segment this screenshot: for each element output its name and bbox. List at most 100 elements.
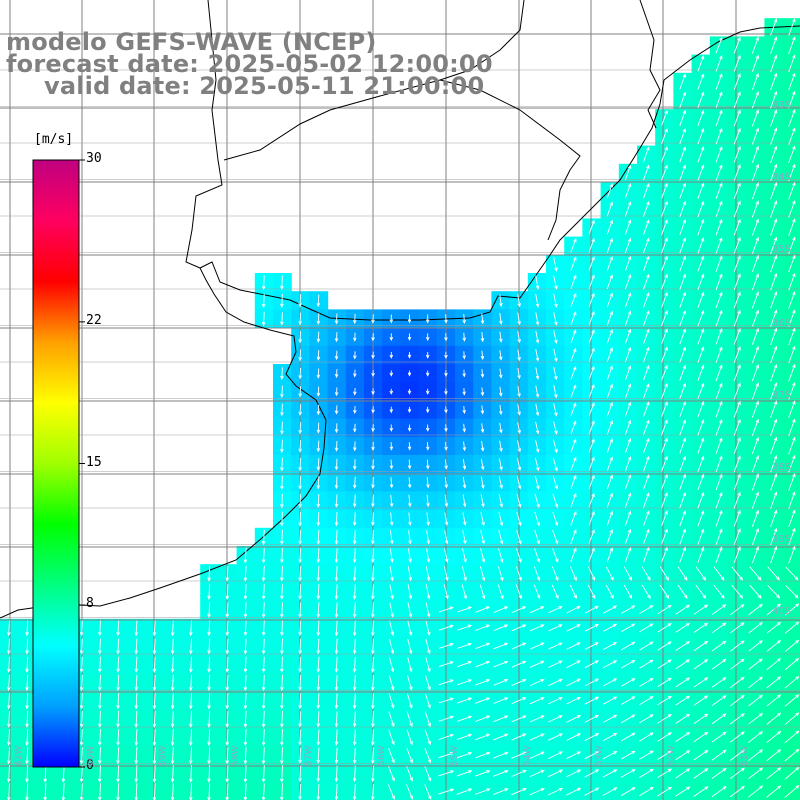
wind-arrow [715,473,723,491]
wind-arrow [456,733,473,741]
wind-arrow [661,455,668,472]
wind-arrow [334,387,339,397]
wind-arrow [624,401,632,417]
wind-arrow [695,566,707,581]
wind-arrow [334,602,339,619]
wind-arrow [134,729,138,747]
wind-arrow [462,369,466,378]
latitude-label: 40S [772,606,792,617]
wind-arrow [751,291,759,309]
wind-arrow [189,638,193,655]
wind-arrow [407,406,412,414]
wind-arrow [426,459,430,470]
wind-arrow [438,752,455,759]
wind-arrow [566,678,581,687]
wind-arrow [569,584,577,600]
wind-arrow [569,566,577,581]
wind-arrow [425,370,430,377]
wind-arrow [606,183,614,199]
wind-arrow [316,693,321,710]
wind-arrow [570,529,577,544]
wind-arrow [462,548,467,563]
wind-arrow [784,639,800,653]
wind-arrow [170,674,175,692]
wind-arrow [639,677,654,687]
wind-arrow [751,509,759,527]
wind-arrow [207,584,211,600]
wind-arrow [675,713,691,724]
wind-arrow [788,309,796,327]
wind-arrow [407,370,412,377]
wind-arrow [661,310,668,326]
wind-arrow [715,455,723,472]
wind-arrow [207,729,211,747]
wind-arrow [462,512,467,527]
wind-arrow [788,272,796,291]
wind-arrow [530,624,545,632]
wind-arrow [788,236,796,255]
model-title: modelo GEFS-WAVE (NCEP) [6,28,377,56]
wind-arrow [152,765,157,783]
wind-arrow [298,747,302,765]
wind-arrow [261,584,266,600]
wind-arrow [552,530,559,545]
wind-arrow [371,351,375,360]
wind-arrow [679,255,686,272]
wind-arrow [134,765,138,783]
wind-arrow [461,566,467,582]
wind-arrow [624,510,632,526]
wind-arrow [788,291,796,309]
wind-arrow [751,145,759,163]
wind-arrow [784,621,800,634]
wind-arrow [677,566,688,581]
wind-arrow [643,528,650,545]
wind-arrow [280,385,284,399]
longitude-label: 56W [377,745,387,766]
wind-arrow [425,657,431,673]
wind-arrow [225,765,229,783]
wind-arrow [643,255,650,272]
wind-arrow [548,624,563,632]
wind-arrow [661,510,668,527]
wind-arrow [474,788,491,795]
longitude-label: 59W [158,745,168,766]
wind-arrow [730,622,745,634]
wind-arrow [479,566,486,582]
wind-arrow [461,584,468,600]
wind-arrow [570,402,577,416]
wind-arrow [733,327,741,345]
wind-arrow [516,458,522,472]
colorbar-tick-label: 8 [86,596,94,612]
wind-arrow [371,441,375,451]
wind-arrow [679,364,686,381]
wind-arrow [7,729,11,747]
wind-arrow [334,693,339,710]
wind-arrow [511,788,527,796]
wind-arrow [697,127,705,145]
wind-arrow [588,492,595,508]
wind-arrow [661,437,668,454]
wind-arrow [620,696,636,705]
wind-arrow [225,584,230,600]
wind-arrow [438,606,454,613]
wind-arrow [298,765,302,783]
wind-arrow [679,164,686,181]
wind-arrow [261,275,266,291]
wind-arrow [480,494,485,508]
wind-arrow [770,254,778,273]
wind-arrow [225,747,229,765]
wind-arrow [516,475,522,490]
wind-arrow [280,312,284,326]
wind-arrow [170,620,175,637]
wind-arrow [243,692,248,710]
wind-arrow [474,751,491,759]
wind-arrow [534,548,541,563]
wind-arrow [407,442,412,451]
wind-arrow [566,769,582,778]
wind-arrow [389,566,394,582]
wind-arrow [693,768,709,779]
wind-arrow [529,769,545,778]
wind-arrow [535,403,540,417]
wind-arrow [695,584,707,599]
wind-arrow [697,382,705,400]
